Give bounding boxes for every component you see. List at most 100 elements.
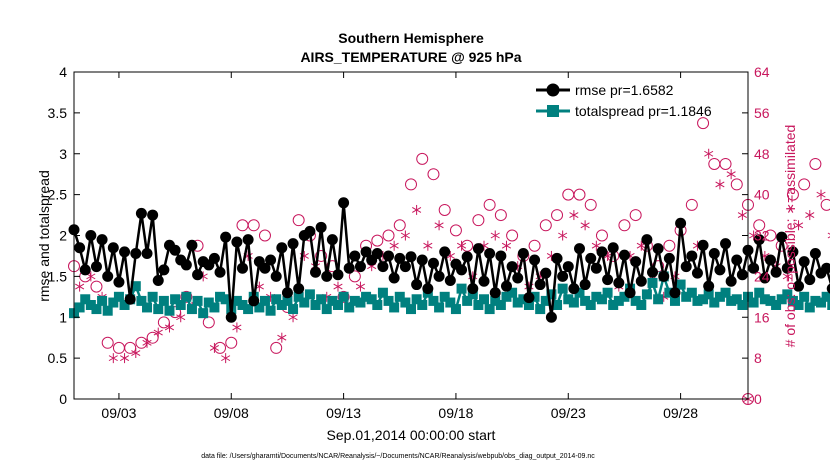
possible-obs-point [809, 157, 822, 170]
totalspread-point [372, 299, 383, 310]
possible-obs-point [101, 336, 114, 349]
assimilated-obs-point [412, 204, 422, 215]
totalspread-point [406, 304, 416, 315]
rmse-point [456, 264, 468, 276]
rmse-point [826, 283, 830, 294]
totalspread-point [310, 299, 321, 310]
totalspread-point [417, 299, 428, 310]
totalspread-point [574, 287, 585, 298]
rmse-point [467, 283, 479, 295]
rmse-point [416, 254, 428, 266]
possible-obs-point [820, 198, 830, 211]
x-tick-label: 09/03 [101, 405, 136, 421]
assimilated-obs-point [75, 281, 85, 292]
totalspread-point [439, 291, 450, 302]
rmse-point [377, 261, 389, 273]
totalspread-point [529, 291, 540, 302]
totalspread-point [332, 299, 343, 310]
rmse-point [641, 234, 653, 246]
totalspread-point [731, 294, 742, 305]
possible-obs-point [629, 209, 642, 222]
rmse-point [225, 311, 237, 323]
rmse-point [607, 242, 619, 254]
asterisk-stroke [490, 232, 500, 239]
totalspread-point [709, 297, 720, 308]
asterisk-stroke [142, 339, 152, 346]
assimilated-obs-point [805, 210, 815, 221]
possible-obs-point [405, 178, 417, 191]
totalspread-point [153, 304, 164, 315]
possible-obs-point [798, 178, 811, 191]
totalspread-point [686, 287, 697, 298]
totalspread-point [411, 294, 422, 305]
rmse-point [113, 276, 125, 288]
totalspread-point [641, 289, 652, 300]
totalspread-point [467, 289, 478, 300]
assimilated-obs-point [232, 322, 242, 333]
rmse-point [562, 261, 574, 273]
possible-obs-point [753, 219, 766, 232]
possible-obs-point [258, 229, 271, 242]
totalspread-point [377, 287, 388, 298]
assimilated-obs-point [580, 220, 590, 231]
assimilated-obs-point [434, 220, 444, 231]
rmse-point [192, 269, 204, 281]
assimilated-obs-point [221, 353, 231, 364]
asterisk-stroke [434, 222, 444, 229]
rmse-point [321, 270, 333, 282]
totalspread-point [580, 295, 591, 306]
y-tick-label: 2.5 [48, 187, 68, 203]
rmse-point [596, 246, 608, 258]
totalspread-point [540, 295, 551, 306]
totalspread-point [108, 297, 119, 308]
rmse-point [618, 249, 630, 261]
totalspread-point [243, 304, 254, 315]
rmse-point [135, 207, 147, 219]
asterisk-stroke [827, 236, 830, 239]
rmse-point [304, 225, 316, 237]
rmse-point [720, 238, 732, 250]
totalspread-point [97, 295, 108, 306]
possible-obs-point [292, 214, 305, 227]
rmse-point [360, 246, 372, 258]
rmse-point [411, 279, 423, 291]
totalspread-point [630, 295, 641, 306]
asterisk-stroke [524, 283, 534, 290]
y2-tick-label: 8 [754, 350, 762, 366]
possible-obs-point [562, 188, 575, 201]
y-tick-label: 2 [59, 228, 67, 244]
asterisk-stroke [389, 242, 399, 249]
rmse-point [315, 221, 327, 233]
totalspread-point [495, 299, 506, 310]
totalspread-point [113, 291, 124, 302]
possible-obs-point [371, 234, 384, 247]
totalspread-point [85, 299, 96, 310]
assimilated-obs-point [558, 230, 568, 241]
possible-obs-point [764, 229, 777, 242]
totalspread-point [759, 294, 770, 305]
totalspread-point [361, 291, 372, 302]
rmse-point [551, 252, 563, 264]
possible-obs-point [90, 280, 103, 293]
totalspread-point [456, 283, 467, 294]
totalspread-point [714, 291, 725, 302]
totalspread-point [304, 289, 315, 300]
totalspread-point [787, 295, 798, 306]
rmse-point [793, 280, 805, 292]
rmse-point [708, 247, 720, 259]
legend-marker-totalspread [547, 105, 559, 117]
totalspread-point [220, 294, 231, 305]
possible-obs-point [483, 198, 496, 211]
rmse-point [725, 275, 737, 287]
totalspread-point [726, 295, 737, 306]
y-tick-label: 0.5 [48, 350, 68, 366]
rmse-point [259, 262, 271, 274]
legend-label-rmse: rmse pr=1.6582 [575, 82, 674, 98]
totalspread-point [355, 297, 366, 308]
totalspread-point [613, 295, 624, 306]
totalspread-point [259, 295, 270, 306]
rmse-point [478, 275, 490, 287]
totalspread-point [602, 287, 613, 298]
assimilated-obs-point [108, 353, 118, 364]
